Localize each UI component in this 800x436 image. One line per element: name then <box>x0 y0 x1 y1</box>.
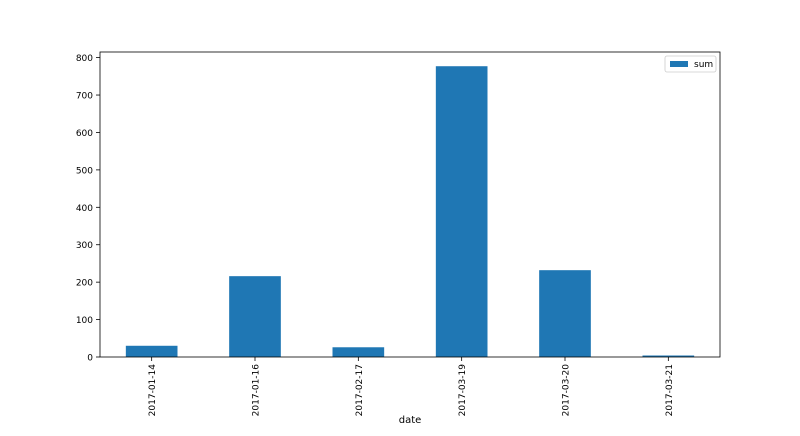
legend: sum <box>664 55 717 73</box>
x-tick-label: 2017-03-19 <box>458 364 468 417</box>
plot-frame <box>99 51 721 358</box>
y-tick-label: 700 <box>76 92 93 102</box>
x-tick-label: 2017-01-14 <box>148 364 158 417</box>
x-axis-label: date <box>399 415 422 426</box>
y-tick-label: 800 <box>76 54 93 64</box>
legend-label: sum <box>694 60 713 70</box>
x-tick-label: 2017-03-21 <box>665 364 675 416</box>
y-tick-label: 0 <box>87 354 93 364</box>
y-tick-label: 100 <box>76 316 93 326</box>
ticks-layer: 0 100 200 300 400 500 600 700 800 2017-01-14 2017-… <box>76 54 675 416</box>
bars-layer <box>125 66 695 357</box>
x-tick-label: 2017-01-16 <box>252 364 262 417</box>
y-tick-label: 400 <box>76 204 93 214</box>
legend-swatch <box>670 61 688 67</box>
axes-layer <box>99 51 721 358</box>
y-tick-label: 300 <box>76 241 93 251</box>
y-tick-label: 600 <box>76 129 93 139</box>
x-tick-label: 2017-03-20 <box>562 364 572 417</box>
bar-2017-03-20 <box>539 270 591 357</box>
y-tick-label: 200 <box>76 279 93 289</box>
bar-2017-03-19 <box>435 66 488 357</box>
bar-2017-01-14 <box>125 345 178 357</box>
bar-2017-02-17 <box>332 347 385 357</box>
bar-2017-01-16 <box>229 276 281 357</box>
legend-box <box>664 55 717 73</box>
bar-2017-03-21 <box>642 355 695 357</box>
y-tick-label: 500 <box>76 166 93 176</box>
x-tick-label: 2017-02-17 <box>355 364 365 416</box>
